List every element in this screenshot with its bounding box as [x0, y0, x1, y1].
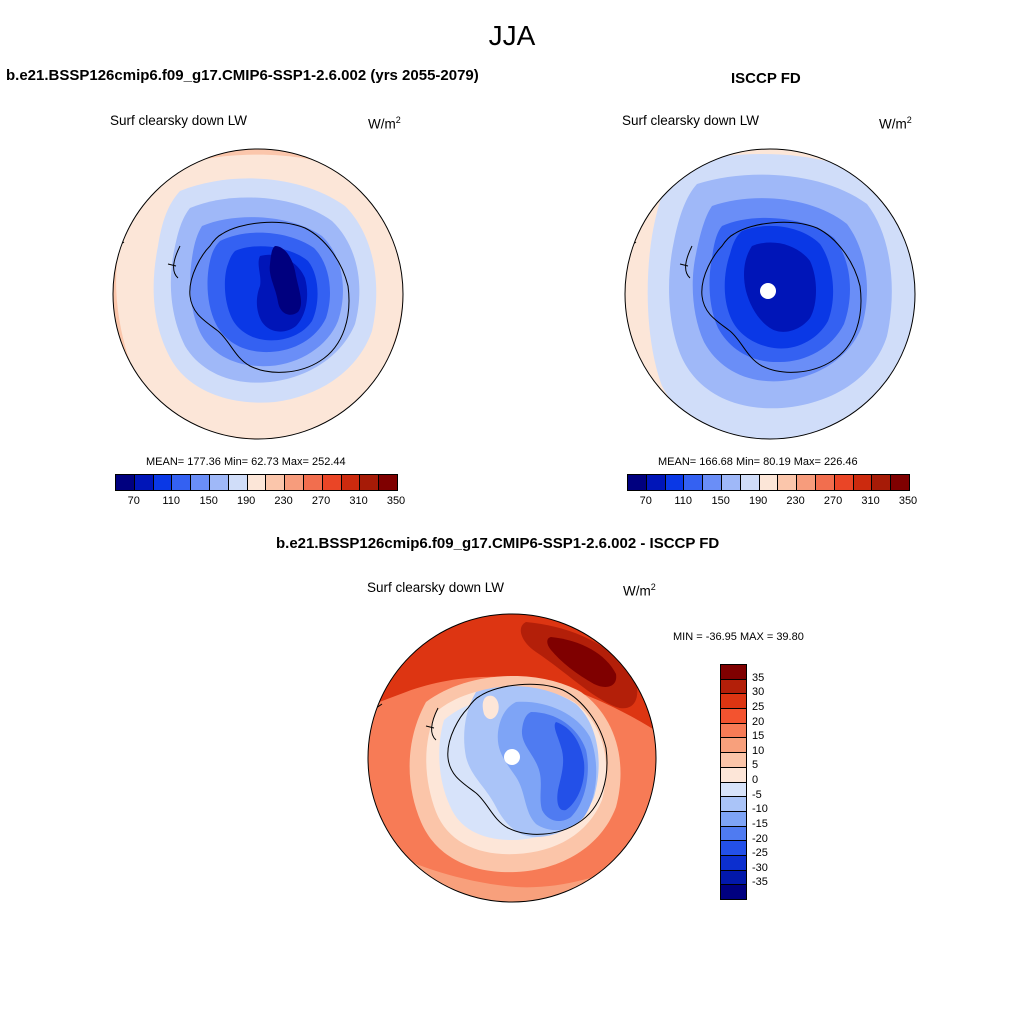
diff-colorbar-tick-label: 35 [752, 671, 765, 684]
model-variable-label: Surf clearsky down LW [110, 113, 248, 128]
obs-colorbar-tick-label: 230 [786, 495, 805, 507]
obs-colorbar-swatch [740, 475, 760, 490]
model-colorbar-swatch [303, 475, 323, 490]
obs-colorbar-tick-label: 110 [674, 495, 692, 507]
diff-colorbar-swatch [721, 709, 746, 724]
diff-colorbar-swatch [721, 694, 746, 710]
obs-colorbar-tick-label: 350 [898, 495, 918, 507]
diff-colorbar-swatch [721, 841, 746, 856]
model-colorbar-tick-label: 70 [127, 495, 140, 507]
diff-colorbar-tick-label: 10 [752, 744, 765, 757]
diff-colorbar [720, 664, 747, 900]
obs-colorbar-swatch [815, 475, 835, 490]
model-colorbar-swatch [153, 475, 173, 490]
obs-colorbar-swatch [872, 475, 892, 490]
diff-colorbar-tick-label: 5 [752, 759, 759, 772]
model-colorbar-swatch [360, 475, 380, 490]
diff-colorbar-swatch [721, 723, 746, 739]
diff-polar-map [367, 613, 657, 903]
diff-stats: MIN = -36.95 MAX = 39.80 [673, 631, 804, 643]
diff-colorbar-tick-label: -20 [752, 832, 768, 845]
model-colorbar [115, 474, 398, 491]
model-panel-title: b.e21.BSSP126cmip6.f09_g17.CMIP6-SSP1-2.… [6, 67, 479, 84]
obs-colorbar-swatch [684, 475, 704, 490]
diff-colorbar-tick-label: 15 [752, 730, 765, 743]
diff-colorbar-swatch [721, 679, 746, 695]
obs-colorbar-swatch [797, 475, 816, 490]
model-polar-map [112, 148, 404, 440]
obs-colorbar-swatch [759, 475, 779, 490]
model-colorbar-tick-label: 110 [162, 495, 180, 507]
diff-colorbar-swatch [721, 767, 746, 783]
diff-colorbar-swatch [721, 797, 746, 812]
diff-colorbar-tick-label: -35 [752, 876, 768, 889]
obs-colorbar-swatch [853, 475, 873, 490]
diff-colorbar-swatch [721, 665, 746, 680]
obs-colorbar-swatch [778, 475, 798, 490]
obs-colorbar-swatch [646, 475, 666, 490]
model-colorbar-tick-label: 190 [236, 495, 256, 507]
model-colorbar-tick-label: 270 [311, 495, 331, 507]
diff-colorbar-swatch [721, 885, 746, 899]
diff-colorbar-tick-label: -15 [752, 817, 768, 830]
obs-polar-map [624, 148, 916, 440]
model-colorbar-swatch [266, 475, 286, 490]
diff-colorbar-swatch [721, 782, 746, 798]
model-colorbar-swatch [116, 475, 135, 490]
obs-colorbar-swatch [665, 475, 685, 490]
diff-units-label: W/m2 [623, 582, 656, 599]
model-stats: MEAN= 177.36 Min= 62.73 Max= 252.44 [146, 456, 346, 468]
diff-colorbar-swatch [721, 826, 746, 842]
obs-colorbar-tick-label: 310 [861, 495, 880, 507]
diff-colorbar-swatch [721, 855, 746, 871]
obs-colorbar-tick-label: 270 [823, 495, 843, 507]
obs-colorbar-swatch [891, 475, 909, 490]
diff-colorbar-tick-label: -25 [752, 847, 768, 860]
diff-colorbar-tick-label: -30 [752, 861, 768, 874]
obs-colorbar [627, 474, 910, 491]
season-title: JJA [488, 20, 536, 51]
model-colorbar-tick-label: 230 [274, 495, 293, 507]
model-colorbar-tick-label: 310 [349, 495, 368, 507]
obs-colorbar-swatch [628, 475, 647, 490]
diff-colorbar-tick-label: 20 [752, 715, 765, 728]
obs-colorbar-swatch [834, 475, 854, 490]
obs-colorbar-tick-label: 190 [748, 495, 768, 507]
diff-colorbar-swatch [721, 738, 746, 754]
diff-colorbar-tick-label: 0 [752, 774, 759, 786]
obs-colorbar-tick-label: 70 [639, 495, 652, 507]
obs-colorbar-tick-label: 150 [711, 495, 730, 507]
model-units-label: W/m2 [368, 115, 401, 132]
model-colorbar-swatch [209, 475, 229, 490]
model-colorbar-swatch [228, 475, 248, 490]
model-colorbar-swatch [379, 475, 397, 490]
model-colorbar-swatch [134, 475, 154, 490]
diff-colorbar-tick-label: -5 [752, 788, 762, 801]
diff-colorbar-tick-label: 25 [752, 700, 765, 713]
model-colorbar-tick-label: 350 [386, 495, 406, 507]
diff-colorbar-tick-label: -10 [752, 803, 768, 816]
obs-colorbar-swatch [703, 475, 722, 490]
model-colorbar-swatch [341, 475, 361, 490]
diff-colorbar-swatch [721, 870, 746, 886]
obs-variable-label: Surf clearsky down LW [622, 113, 760, 128]
model-colorbar-swatch [172, 475, 192, 490]
diff-colorbar-tick-label: 30 [752, 686, 765, 699]
model-colorbar-swatch [285, 475, 304, 490]
model-colorbar-swatch [191, 475, 210, 490]
obs-units-label: W/m2 [879, 115, 912, 132]
model-colorbar-swatch [247, 475, 267, 490]
obs-stats: MEAN= 166.68 Min= 80.19 Max= 226.46 [658, 456, 858, 468]
diff-panel-title: b.e21.BSSP126cmip6.f09_g17.CMIP6-SSP1-2.… [276, 535, 720, 552]
obs-panel-title: ISCCP FD [731, 70, 801, 87]
diff-colorbar-swatch [721, 753, 746, 768]
model-colorbar-tick-label: 150 [199, 495, 218, 507]
diff-colorbar-swatch [721, 811, 746, 827]
diff-variable-label: Surf clearsky down LW [367, 580, 505, 595]
model-colorbar-swatch [322, 475, 342, 490]
obs-colorbar-swatch [721, 475, 741, 490]
